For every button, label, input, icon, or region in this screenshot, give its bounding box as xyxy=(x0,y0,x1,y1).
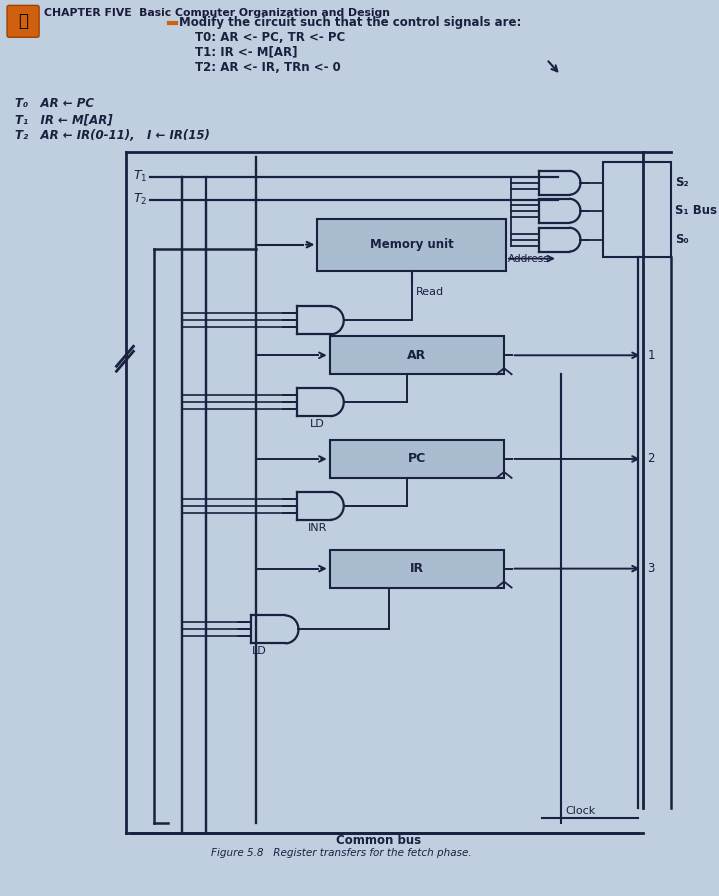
Text: IR: IR xyxy=(410,562,424,575)
FancyBboxPatch shape xyxy=(329,549,504,588)
Text: Address: Address xyxy=(508,254,549,263)
FancyBboxPatch shape xyxy=(329,336,504,375)
Text: T1: IR <- M[AR]: T1: IR <- M[AR] xyxy=(195,46,297,59)
Text: 2: 2 xyxy=(647,452,655,465)
Text: 3: 3 xyxy=(647,562,655,575)
Text: Memory unit: Memory unit xyxy=(370,238,454,251)
FancyBboxPatch shape xyxy=(7,5,39,38)
Text: T₁   IR ← M[AR]: T₁ IR ← M[AR] xyxy=(14,113,112,126)
FancyBboxPatch shape xyxy=(603,162,671,256)
Text: Common bus: Common bus xyxy=(336,834,421,848)
Text: LD: LD xyxy=(252,646,266,657)
Text: Figure 5.8   Register transfers for the fetch phase.: Figure 5.8 Register transfers for the fe… xyxy=(211,848,471,857)
Text: T₀   AR ← PC: T₀ AR ← PC xyxy=(14,97,93,110)
Text: S₁ Bus: S₁ Bus xyxy=(674,204,717,217)
Text: LD: LD xyxy=(310,419,325,429)
Text: T2: AR <- IR, TRn <- 0: T2: AR <- IR, TRn <- 0 xyxy=(195,61,341,73)
Text: 🌿: 🌿 xyxy=(18,13,28,30)
Text: 1: 1 xyxy=(647,349,655,362)
Text: S₂: S₂ xyxy=(674,177,688,189)
Text: Modify the circuit such that the control signals are:: Modify the circuit such that the control… xyxy=(179,16,521,29)
Text: T₂   AR ← IR(0-11),   I ← IR(15): T₂ AR ← IR(0-11), I ← IR(15) xyxy=(14,129,209,142)
Text: S₀: S₀ xyxy=(674,233,689,246)
FancyBboxPatch shape xyxy=(329,440,504,478)
Text: INR: INR xyxy=(308,522,327,533)
Text: T0: AR <- PC, TR <- PC: T0: AR <- PC, TR <- PC xyxy=(195,30,345,44)
Text: $T_1$: $T_1$ xyxy=(133,169,147,185)
Text: AR: AR xyxy=(407,349,426,362)
FancyBboxPatch shape xyxy=(317,219,506,271)
Text: Read: Read xyxy=(416,288,444,297)
Text: CHAPTER FIVE  Basic Computer Organization and Design: CHAPTER FIVE Basic Computer Organization… xyxy=(44,8,390,18)
Text: Clock: Clock xyxy=(565,806,595,816)
Text: $T_2$: $T_2$ xyxy=(133,193,147,207)
Text: PC: PC xyxy=(408,452,426,465)
